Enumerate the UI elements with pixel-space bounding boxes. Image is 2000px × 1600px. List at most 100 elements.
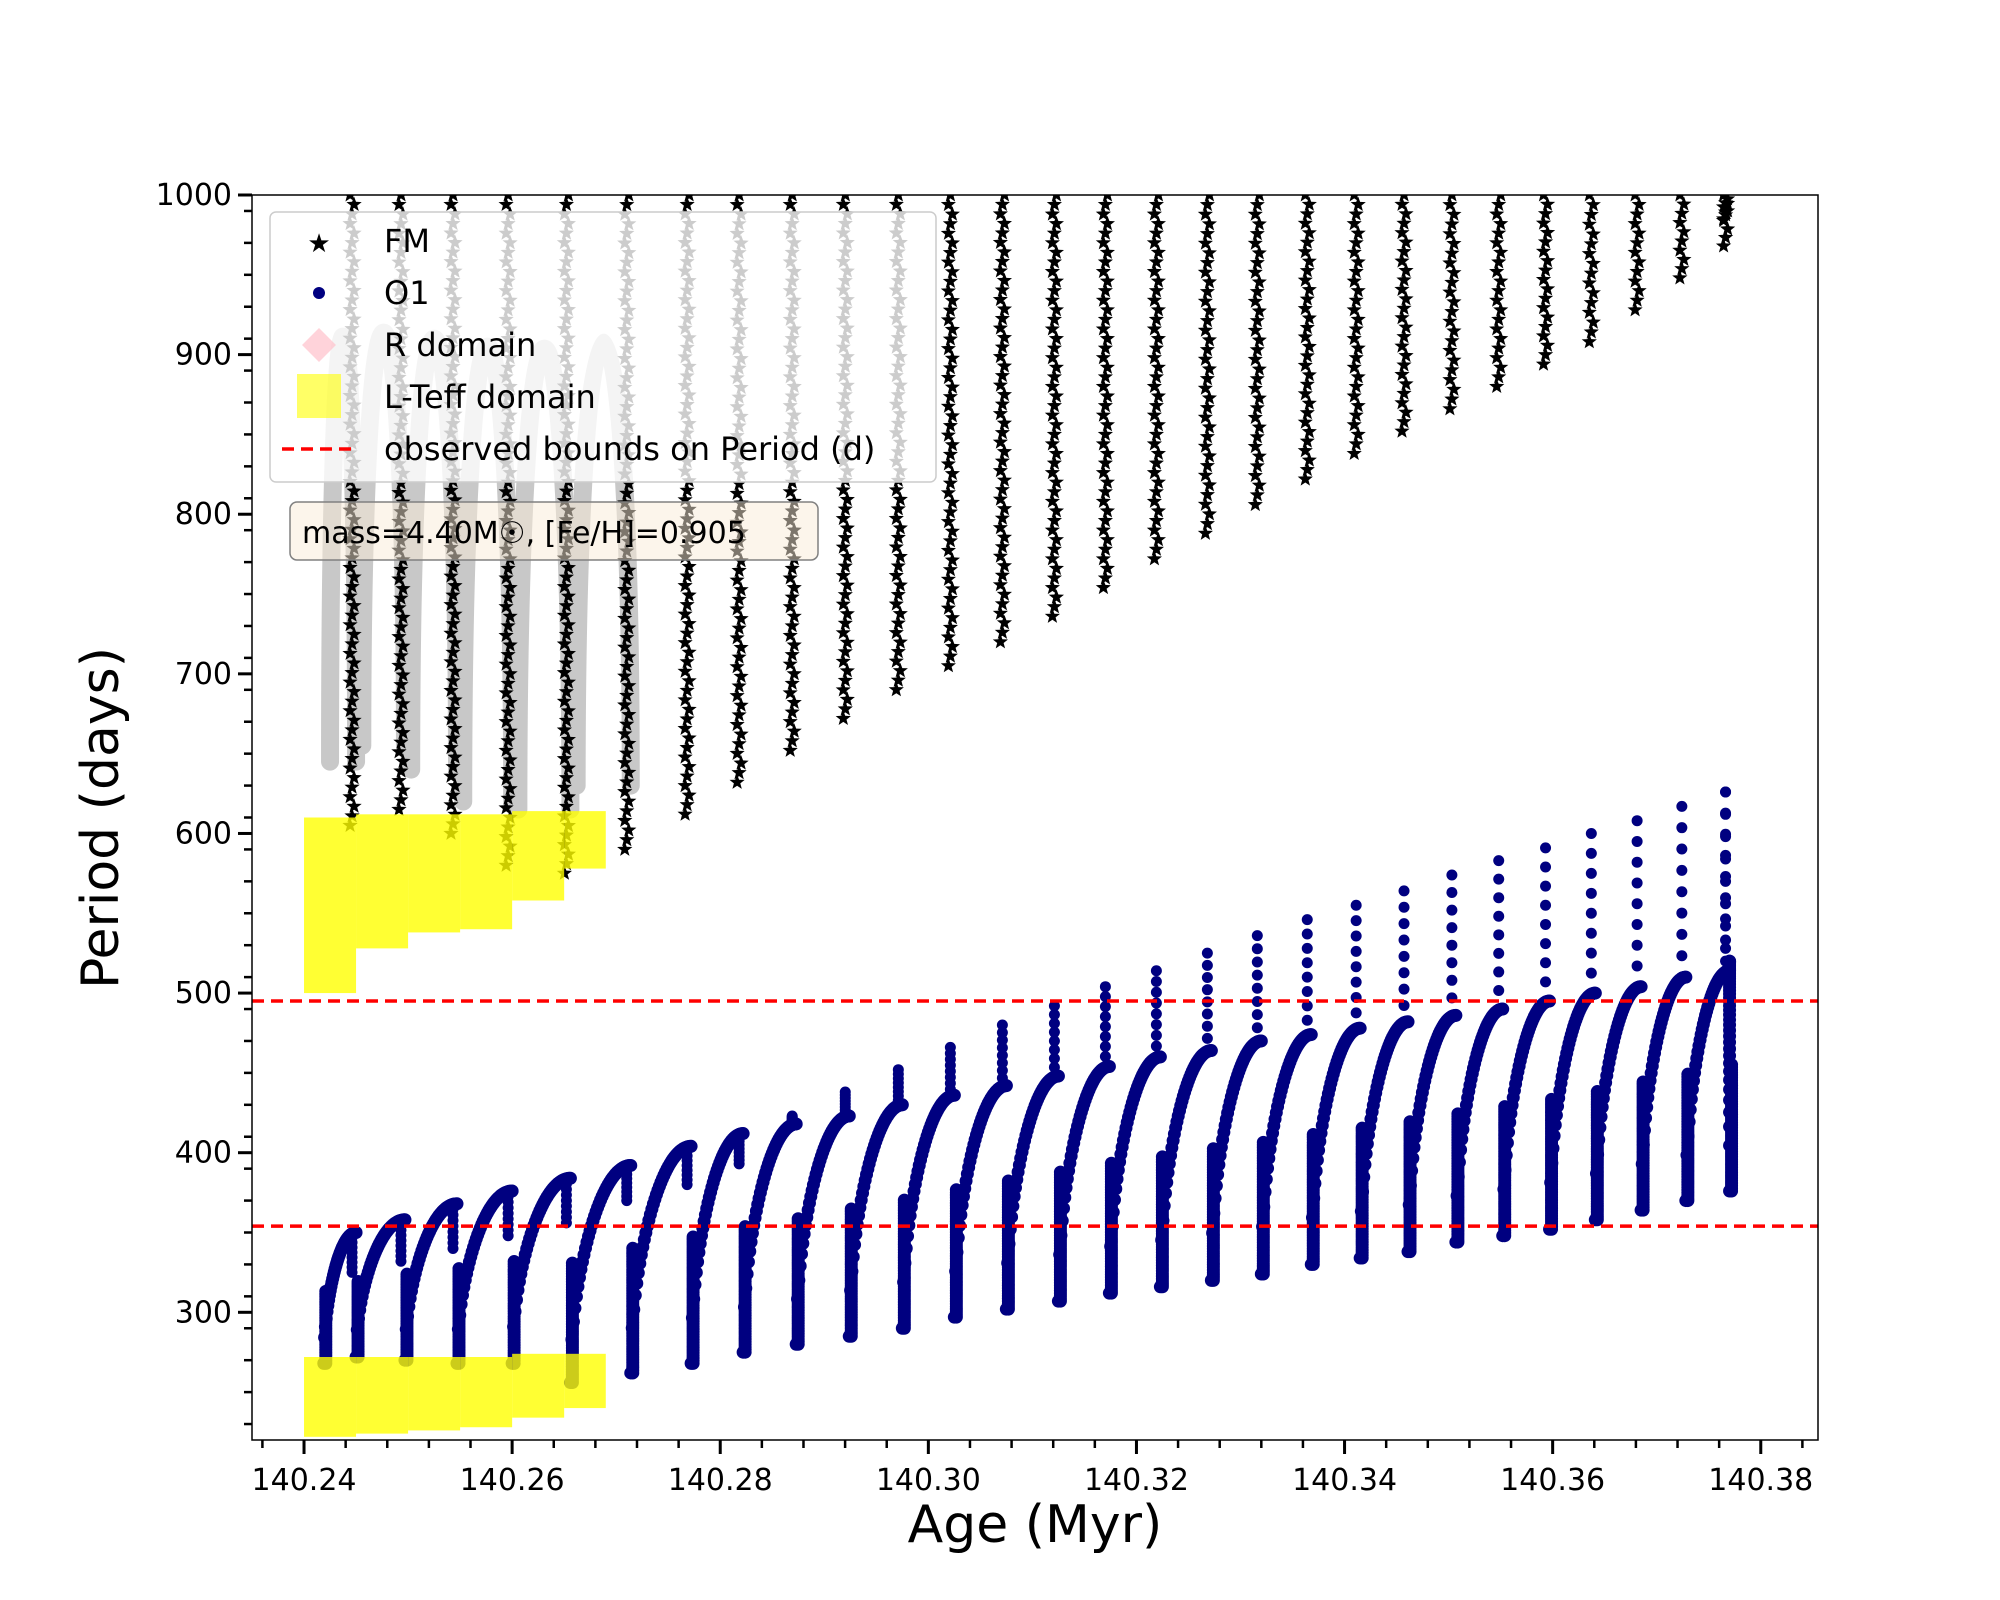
fm-star-11-49	[945, 195, 956, 202]
y-tick-label-0: 300	[175, 1295, 232, 1330]
fm-star-12-8	[996, 557, 1012, 573]
fm-star-9-10	[837, 615, 853, 630]
o1-dot-22-c4	[1454, 1143, 1468, 1157]
fm-star-1-8	[395, 724, 411, 740]
y-tick-label-6: 900	[175, 338, 232, 373]
o1-spike-19-6	[1350, 930, 1362, 942]
o1-spike-17-5	[1251, 969, 1263, 981]
fm-star-19-20	[1350, 254, 1366, 269]
fm-star-3-25	[500, 618, 516, 633]
fm-star-11-26	[944, 408, 960, 423]
fm-star-20-18	[1394, 253, 1410, 268]
fm-star-2-67	[448, 195, 458, 202]
fm-star-17-16	[1249, 341, 1265, 357]
fm-star-15-3	[1146, 522, 1162, 537]
fm-star-13-23	[1048, 388, 1064, 403]
fm-star-5-29	[621, 562, 637, 577]
fm-star-15-7	[1148, 483, 1164, 499]
fm-star-5-10	[619, 745, 635, 760]
fm-star-7-21	[729, 572, 745, 587]
fm-star-24-6	[1581, 275, 1597, 290]
fm-star-1-64	[396, 195, 406, 202]
fm-star-5-2	[621, 822, 637, 837]
fm-star-1-19	[393, 619, 409, 634]
o1-dot-27-c0	[1679, 1194, 1693, 1208]
y-tick-label-3: 600	[175, 816, 232, 851]
fm-star-12-0	[992, 633, 1008, 649]
o1-spike-26-8	[1676, 800, 1688, 812]
fm-star-4-39	[556, 492, 572, 508]
fm-star-1-14	[395, 667, 411, 682]
fm-star-22-10	[1491, 282, 1507, 298]
fm-star-0-22	[344, 607, 360, 622]
fm-star-14-30	[1095, 292, 1111, 307]
fm-star-11-39	[940, 283, 956, 298]
fm-star-0-20	[346, 626, 362, 641]
fm-star-21-3	[1442, 371, 1458, 387]
fm-star-16-24	[1197, 293, 1213, 308]
fm-star-21-2	[1446, 381, 1462, 396]
fm-star-3-19	[500, 675, 516, 690]
fm-star-19-22	[1348, 234, 1364, 250]
fm-star-21-10	[1444, 303, 1460, 319]
fm-star-10-7	[890, 615, 906, 630]
fm-star-22-8	[1493, 301, 1509, 317]
fm-star-11-23	[944, 436, 960, 452]
fm-star-18-10	[1299, 376, 1315, 391]
o1-spike-12-6	[996, 1034, 1008, 1046]
o1-spike-17-3	[1251, 995, 1263, 1007]
fm-star-6-0	[677, 806, 693, 821]
fm-star-7-13	[731, 649, 747, 664]
o1-dot-11-c1	[897, 1275, 911, 1289]
o1-spike-14-2	[1099, 1041, 1111, 1053]
fm-star-15-6	[1146, 493, 1162, 508]
fm-star-10-8	[892, 605, 908, 621]
fm-star-8-18	[782, 570, 798, 585]
fm-star-9-4	[837, 672, 853, 687]
fm-star-12-46	[994, 196, 1010, 211]
fm-star-21-13	[1444, 274, 1460, 289]
fm-star-5-16	[619, 687, 635, 702]
fm-star-5-0	[617, 841, 633, 856]
o1-spike-20-0	[1398, 1016, 1410, 1028]
o1-dot-21-c2	[1403, 1178, 1417, 1192]
fm-star-17-15	[1247, 351, 1263, 366]
o1-dot-19-c3	[1308, 1176, 1322, 1190]
fm-star-15-12	[1146, 436, 1162, 451]
fm-star-20-17	[1398, 262, 1414, 278]
fm-star-3-26	[502, 608, 518, 623]
fm-star-26-3	[1672, 242, 1688, 257]
fm-star-22-16	[1491, 225, 1507, 240]
o1-spike-23-5	[1540, 899, 1552, 911]
fm-star-17-22	[1249, 283, 1265, 299]
fm-star-13-15	[1044, 464, 1060, 480]
fm-star-14-26	[1099, 330, 1115, 346]
fm-star-12-44	[996, 215, 1012, 230]
o1-spike-28-3	[1720, 892, 1732, 904]
fm-star-2-4	[445, 787, 461, 802]
o1-spike-16-7	[1201, 959, 1213, 971]
fm-star-16-1	[1199, 515, 1215, 531]
fm-star-24-13	[1583, 206, 1599, 222]
o1-dot-4-c2	[508, 1305, 522, 1319]
fm-star-11-34	[942, 331, 958, 346]
o1-dot-6-c2	[627, 1302, 641, 1316]
fm-star-19-21	[1346, 244, 1362, 259]
fm-star-21-5	[1446, 352, 1462, 367]
fm-star-19-14	[1350, 311, 1366, 326]
fm-star-6-19	[679, 625, 695, 640]
fm-star-20-19	[1396, 243, 1412, 259]
lteff-domain-block-5	[564, 811, 606, 869]
o1-spike-17-8	[1251, 930, 1263, 942]
fm-star-12-14	[996, 500, 1012, 516]
fm-star-14-10	[1097, 483, 1113, 499]
o1-dot-27-c5	[1684, 1092, 1698, 1106]
fm-star-13-17	[1048, 445, 1064, 460]
fm-star-14-29	[1099, 301, 1115, 317]
fm-star-26-7	[1674, 205, 1690, 220]
fm-star-12-30	[992, 348, 1008, 364]
o1-spike-18-0	[1301, 1029, 1313, 1041]
o1-spike-19-8	[1350, 899, 1362, 911]
o1-spike-24-2	[1585, 947, 1597, 959]
fm-star-26-9	[1675, 195, 1685, 202]
